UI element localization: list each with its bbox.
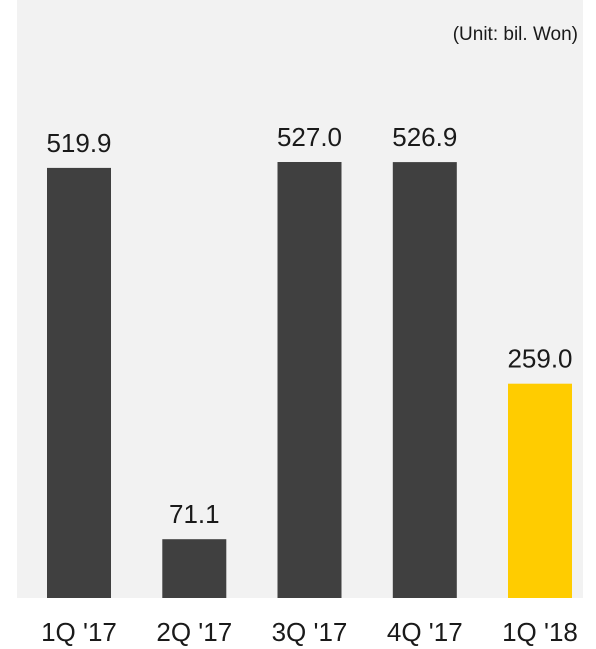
- x-tick-label-4: 4Q '17: [387, 617, 463, 647]
- bar-2: [162, 539, 227, 598]
- bar-3: [277, 162, 342, 598]
- x-tick-labels: 1Q '17 2Q '17 3Q '17 4Q '17 1Q '18: [41, 617, 578, 647]
- value-label-3: 527.0: [277, 122, 342, 152]
- x-tick-label-2: 2Q '17: [156, 617, 232, 647]
- value-label-2: 71.1: [169, 499, 220, 529]
- x-tick-label-1: 1Q '17: [41, 617, 117, 647]
- value-label-1: 519.9: [46, 128, 111, 158]
- value-labels: 519.9 71.1 527.0 526.9 259.0: [46, 122, 572, 529]
- value-label-4: 526.9: [392, 122, 457, 152]
- bar-4: [392, 162, 457, 598]
- unit-note: (Unit: bil. Won): [453, 24, 578, 45]
- value-label-5: 259.0: [507, 344, 572, 374]
- x-tick-label-5: 1Q '18: [502, 617, 578, 647]
- bars: [47, 162, 572, 598]
- x-tick-label-3: 3Q '17: [272, 617, 348, 647]
- bar-1: [47, 167, 111, 598]
- bar-5: [508, 383, 572, 598]
